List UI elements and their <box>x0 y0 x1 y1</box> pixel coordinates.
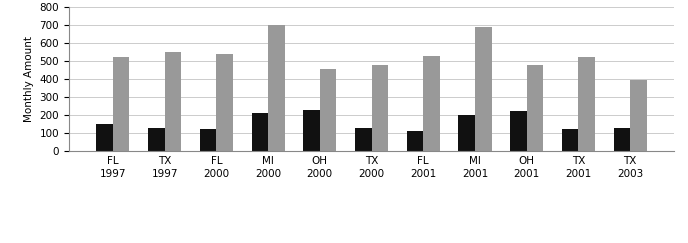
Bar <box>475 27 491 151</box>
Bar <box>252 113 268 151</box>
Bar <box>372 65 388 151</box>
Bar <box>268 25 285 151</box>
Bar <box>407 131 423 151</box>
Bar <box>527 65 544 151</box>
Bar <box>164 52 181 151</box>
Bar <box>630 80 647 151</box>
Bar <box>423 56 440 151</box>
Bar <box>303 110 320 151</box>
Bar <box>355 128 372 151</box>
Bar <box>96 124 113 151</box>
Bar <box>562 129 579 151</box>
Bar <box>614 128 630 151</box>
Bar <box>200 129 216 151</box>
Bar <box>320 69 336 151</box>
Bar <box>579 57 595 151</box>
Bar <box>113 57 129 151</box>
Bar <box>148 128 164 151</box>
Bar <box>458 115 475 151</box>
Bar <box>216 54 233 151</box>
Y-axis label: Monthly Amount: Monthly Amount <box>24 36 34 122</box>
Bar <box>510 111 527 151</box>
